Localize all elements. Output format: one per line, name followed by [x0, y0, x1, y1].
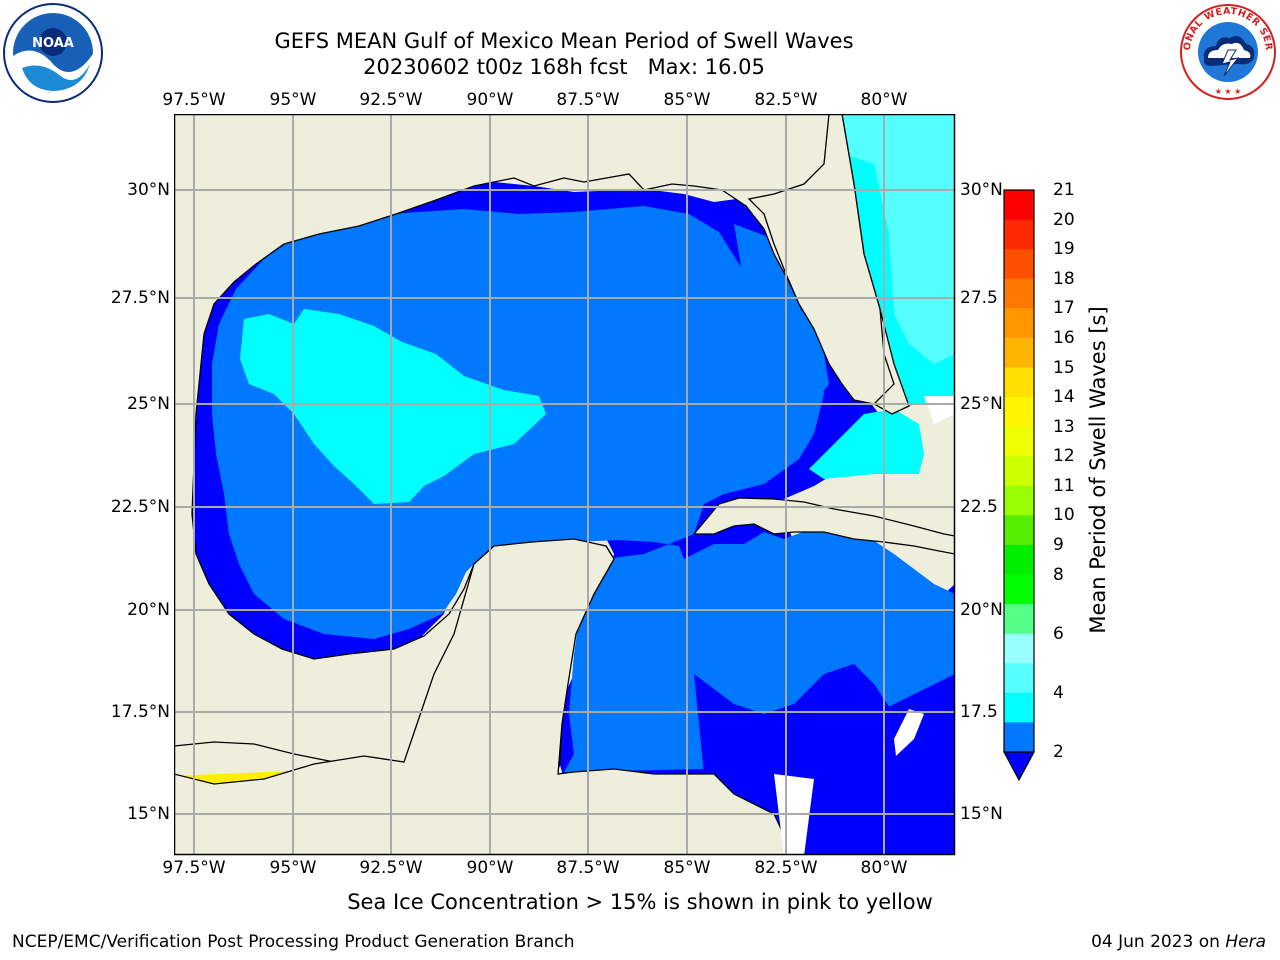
lat-tick-right: 17.5 — [960, 702, 998, 722]
lon-tick-bottom: 90°W — [466, 858, 514, 878]
colorbar-tick-label: 18 — [1053, 268, 1075, 289]
colorbar-segment — [1004, 308, 1034, 339]
lon-tick-top: 82.5°W — [754, 90, 818, 110]
colorbar-tick-label: 10 — [1053, 505, 1075, 526]
lat-tick-right: 30°N — [960, 180, 1003, 200]
colorbar-tick-label: 12 — [1053, 446, 1075, 467]
colorbar-tick-label: 15 — [1053, 357, 1075, 378]
colorbar-segment — [1004, 663, 1034, 694]
colorbar-segments — [1004, 190, 1034, 753]
lat-tick-left: 15°N — [127, 804, 170, 824]
colorbar-segment — [1004, 722, 1034, 753]
atlantic-swell-darker — [844, 154, 955, 406]
lat-tick-left: 27.5°N — [110, 288, 170, 308]
sea-ice-caption: Sea Ice Concentration > 15% is shown in … — [347, 890, 933, 914]
colorbar-tick-label: 21 — [1053, 180, 1075, 200]
colorbar-segment — [1004, 426, 1034, 457]
nws-logo: NATIONAL WEATHER SERVICE ★ ★ ★ — [1178, 2, 1276, 100]
lat-tick-right: 22.5 — [960, 497, 998, 517]
colorbar-segment — [1004, 604, 1034, 635]
florida-land — [747, 114, 895, 405]
noaa-logo: NOAA — [3, 3, 103, 103]
colorbar-tick-label: 4 — [1053, 682, 1064, 703]
footer-branch: NCEP/EMC/Verification Post Processing Pr… — [12, 932, 575, 952]
lat-tick-right: 27.5 — [960, 288, 998, 308]
lat-tick-right: 25°N — [960, 394, 1003, 414]
colorbar-segment — [1004, 456, 1034, 487]
lon-tick-top: 92.5°W — [359, 90, 423, 110]
lon-tick-bottom: 97.5°W — [162, 858, 226, 878]
lon-tick-bottom: 92.5°W — [359, 858, 423, 878]
colorbar-segment — [1004, 337, 1034, 369]
colorbar-tick-label: 20 — [1053, 209, 1075, 230]
colorbar-segment — [1004, 633, 1034, 664]
colorbar-tick-label: 9 — [1053, 534, 1064, 555]
lon-tick-bottom: 82.5°W — [754, 858, 818, 878]
colorbar-frame — [1003, 189, 1035, 753]
straits-cyan — [809, 409, 924, 479]
yucatan-land — [174, 538, 795, 855]
colorbar-segment — [1004, 544, 1034, 576]
colorbar-tick-label: 13 — [1053, 416, 1075, 437]
lon-tick-top: 80°W — [860, 90, 908, 110]
nodata-islands — [894, 709, 924, 756]
west-florida-shelf — [734, 224, 829, 404]
lon-tick-top: 97.5°W — [162, 90, 226, 110]
colorbar-segment — [1004, 397, 1034, 428]
colorbar-segment — [1004, 692, 1034, 724]
central-gulf-cyan — [240, 309, 546, 504]
colorbar-segment — [1004, 190, 1034, 221]
swell-period-map — [174, 114, 956, 856]
lon-tick-bottom: 87.5°W — [556, 858, 620, 878]
colorbar-segment — [1004, 485, 1034, 516]
map-subtitle: 20230602 t00z 168h fcst Max: 16.05 — [363, 55, 765, 79]
svg-text:★ ★ ★: ★ ★ ★ — [1215, 87, 1242, 96]
colorbar-tick-label: 19 — [1053, 239, 1075, 260]
footer-date-text: 04 Jun 2023 on — [1091, 932, 1226, 952]
colorbar-tick-label: 14 — [1053, 387, 1075, 408]
colorbar-label: Mean Period of Swell Waves [s] — [1086, 306, 1110, 634]
lat-tick-left: 20°N — [127, 600, 170, 620]
colorbar-segment — [1004, 249, 1034, 280]
lon-tick-top: 95°W — [269, 90, 317, 110]
lon-tick-top: 90°W — [466, 90, 514, 110]
footer-date: 04 Jun 2023 on Hera — [1091, 932, 1266, 952]
colorbar-segment — [1004, 278, 1034, 309]
lon-tick-bottom: 85°W — [663, 858, 711, 878]
colorbar-tick-label: 2 — [1053, 742, 1064, 762]
lat-tick-right: 20°N — [960, 600, 1003, 620]
lon-tick-top: 87.5°W — [556, 90, 620, 110]
colorbar-tick-label: 16 — [1053, 327, 1075, 348]
map-title: GEFS MEAN Gulf of Mexico Mean Period of … — [274, 29, 854, 53]
lat-tick-right: 15°N — [960, 804, 1003, 824]
lat-tick-left: 17.5°N — [110, 702, 170, 722]
colorbar-extend-triangle — [1002, 751, 1036, 782]
footer-host: Hera — [1225, 932, 1266, 952]
colorbar-segment — [1004, 574, 1034, 605]
graticule — [174, 114, 955, 855]
colorbar-segment — [1004, 515, 1034, 546]
cuba-land — [692, 497, 955, 555]
lat-tick-left: 25°N — [127, 394, 170, 414]
colorbar-tick-label: 11 — [1053, 475, 1075, 496]
colorbar — [1002, 189, 1036, 782]
colorbar-segment — [1004, 219, 1034, 250]
colorbar-tick-label: 6 — [1053, 623, 1064, 644]
lon-tick-top: 85°W — [663, 90, 711, 110]
map-frame — [174, 114, 956, 856]
noaa-logo-text: NOAA — [32, 36, 74, 51]
colorbar-tick-label: 8 — [1053, 564, 1064, 585]
colorbar-tick-label: 17 — [1053, 298, 1075, 319]
lat-tick-left: 30°N — [127, 180, 170, 200]
lon-tick-bottom: 80°W — [860, 858, 908, 878]
lon-tick-bottom: 95°W — [269, 858, 317, 878]
lat-tick-left: 22.5°N — [110, 497, 170, 517]
colorbar-segment — [1004, 367, 1034, 398]
